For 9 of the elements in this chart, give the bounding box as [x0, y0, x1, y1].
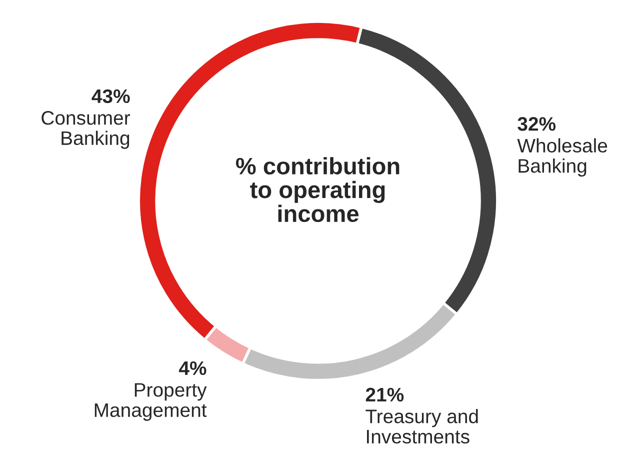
slice-label: Treasury and Investments: [366, 409, 478, 444]
data-label: 21%: [366, 388, 404, 402]
text: % contribution to operating income: [236, 157, 400, 222]
slice-label: Consumer Banking: [42, 111, 130, 149]
slice-label: Property Management: [94, 383, 207, 421]
data-label: 4%: [178, 361, 206, 376]
data-label: 32%: [518, 117, 556, 131]
data-label: 43%: [92, 89, 130, 104]
slice-label: Wholesale Banking: [517, 138, 608, 177]
